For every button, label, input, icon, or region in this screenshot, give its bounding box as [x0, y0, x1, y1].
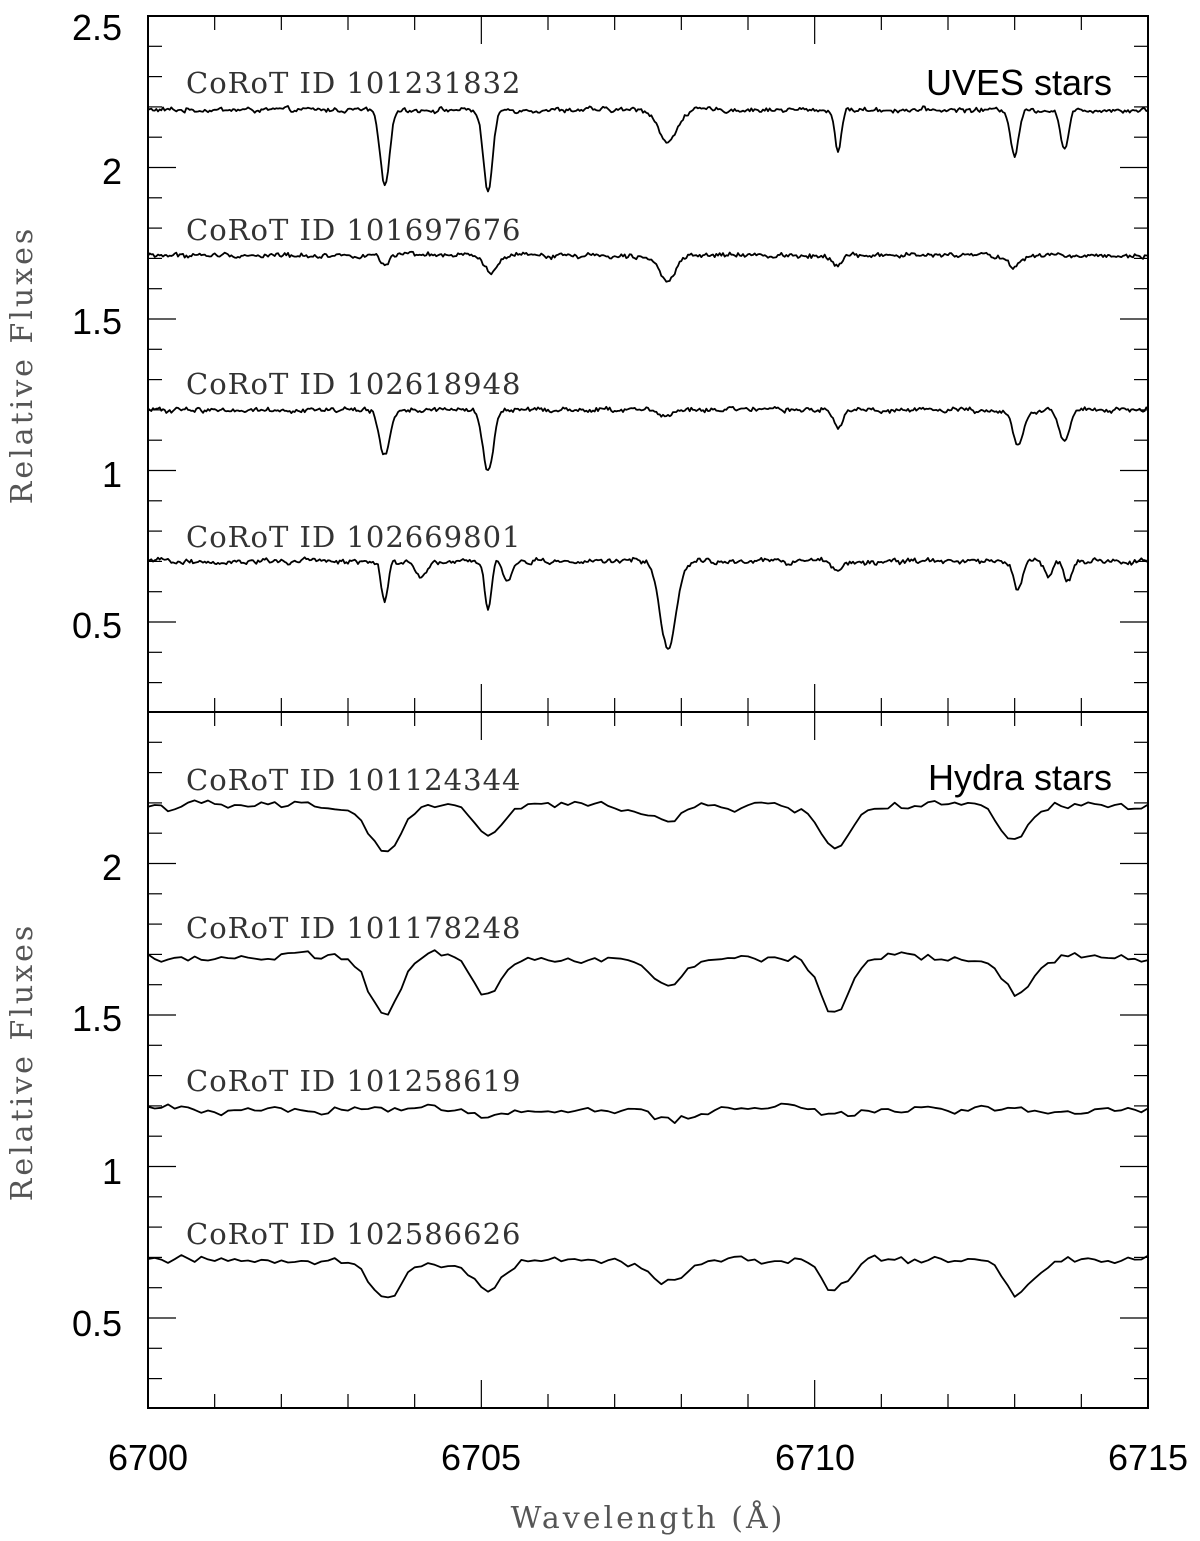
xtick-label-6705: 6705 — [441, 1437, 521, 1478]
spectrum-line-hydra-3 — [147, 1102, 1149, 1124]
spectrum-line-hydra-4 — [147, 1254, 1149, 1299]
uves-plot-frame — [147, 15, 1149, 713]
xtick-label-6700: 6700 — [108, 1437, 188, 1478]
uves-y-axis-title: Relative Fluxes — [5, 226, 40, 505]
uves-series-label-1: CoRoT ID 101231832 — [186, 66, 522, 100]
uves-ytick-label-1.5: 1.5 — [72, 301, 122, 342]
hydra-series-label-3: CoRoT ID 101258619 — [186, 1064, 522, 1098]
uves-series-label-2: CoRoT ID 101697676 — [186, 213, 522, 247]
uves-ytick-label-0.5: 0.5 — [72, 605, 122, 646]
uves-panel: UVES stars 2.5 2 1.5 1 0.5 Relative Flux… — [5, 7, 1149, 713]
uves-ytick-label-2.5: 2.5 — [72, 7, 122, 48]
spectrum-line-hydra-2 — [147, 949, 1149, 1016]
hydra-panel: Hydra stars 2 1.5 1 0.5 Relative Fluxes … — [5, 711, 1188, 1536]
spectrum-line-hydra-1 — [147, 799, 1149, 853]
hydra-series-label-1: CoRoT ID 101124344 — [186, 763, 522, 797]
hydra-panel-title: Hydra stars — [928, 757, 1112, 798]
uves-series-label-3: CoRoT ID 102618948 — [186, 367, 522, 401]
uves-spectra — [147, 105, 1149, 650]
hydra-series-label-2: CoRoT ID 101178248 — [186, 911, 522, 945]
hydra-plot-frame — [147, 711, 1149, 1409]
hydra-ytick-label-0.5: 0.5 — [72, 1303, 122, 1344]
spectrum-line-uves-3 — [147, 405, 1149, 472]
spectrum-line-uves-2 — [147, 250, 1148, 283]
spectrum-line-uves-4 — [147, 556, 1149, 650]
hydra-ytick-label-1.5: 1.5 — [72, 998, 122, 1039]
uves-series-label-4: CoRoT ID 102669801 — [186, 520, 522, 554]
xtick-label-6715: 6715 — [1108, 1437, 1188, 1478]
uves-ytick-label-2: 2 — [102, 151, 122, 192]
hydra-spectra — [147, 799, 1149, 1299]
x-axis-title: Wavelength (Å) — [511, 1500, 786, 1536]
hydra-y-axis-title: Relative Fluxes — [5, 923, 40, 1202]
uves-tick-marks — [147, 15, 1149, 712]
hydra-series-label-4: CoRoT ID 102586626 — [186, 1217, 522, 1251]
hydra-ytick-label-1: 1 — [102, 1151, 122, 1192]
xtick-label-6710: 6710 — [775, 1437, 855, 1478]
spectrum-line-uves-1 — [147, 105, 1149, 193]
uves-panel-title: UVES stars — [926, 62, 1112, 103]
hydra-ytick-label-2: 2 — [102, 847, 122, 888]
uves-ytick-label-1: 1 — [102, 454, 122, 495]
